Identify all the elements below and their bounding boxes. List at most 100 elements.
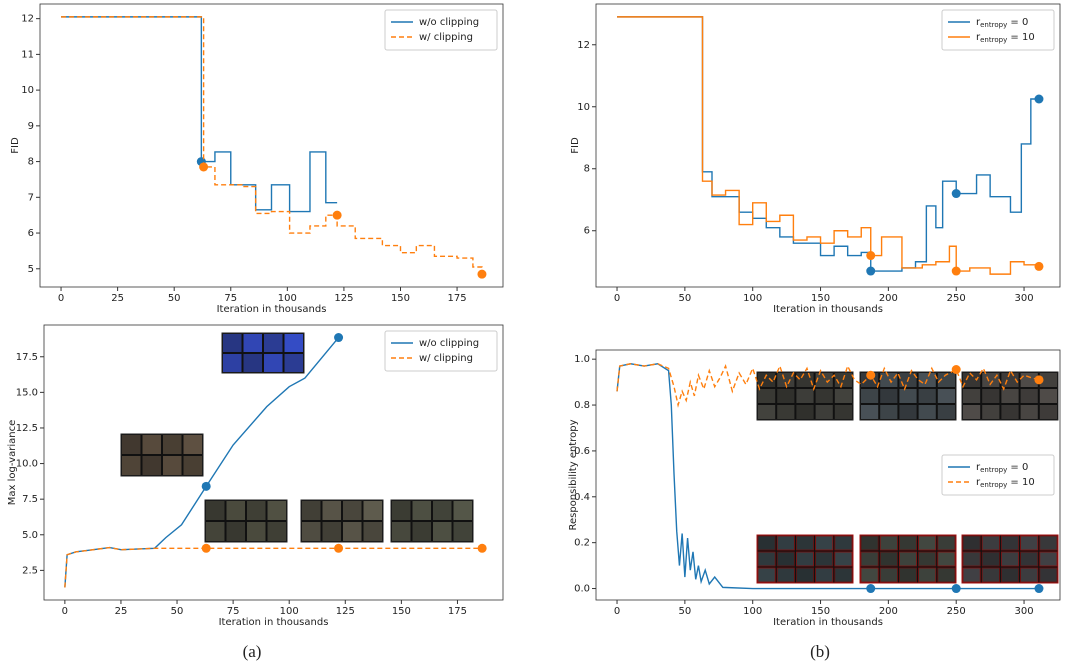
thumbnail <box>1020 535 1039 551</box>
thumbnail <box>962 567 981 583</box>
thumbnail <box>1001 405 1019 419</box>
thumbnail <box>1020 389 1038 403</box>
series-line <box>64 337 340 588</box>
thumbnail <box>918 405 936 419</box>
x-tick-label: 250 <box>947 293 966 304</box>
thumbnail <box>163 435 182 454</box>
thumbnail <box>363 522 382 541</box>
marker <box>951 364 961 374</box>
thumbnail <box>796 405 814 419</box>
thumbnail <box>343 501 362 520</box>
y-axis-label: FID <box>570 137 581 154</box>
thumbnail <box>834 567 853 583</box>
x-tick-label: 50 <box>678 606 691 617</box>
thumbnail <box>834 535 853 551</box>
thumbnail <box>343 522 362 541</box>
legend-label: rentropy = 0 <box>976 462 1028 474</box>
thumbnail <box>264 354 283 372</box>
thumbnail <box>899 535 918 551</box>
y-tick-label: 11 <box>21 49 34 60</box>
thumbnail-grid <box>756 534 854 584</box>
x-tick-label: 100 <box>280 606 299 617</box>
legend-box <box>941 454 1055 496</box>
legend-label: w/o clipping <box>419 17 479 28</box>
thumbnail <box>758 389 776 403</box>
thumbnail <box>267 501 286 520</box>
x-tick-label: 200 <box>879 606 898 617</box>
thumbnail <box>247 522 266 541</box>
thumbnail <box>1020 405 1038 419</box>
y-tick-label: 10.0 <box>16 459 38 470</box>
series-line <box>61 16 338 213</box>
legend-box <box>941 9 1055 51</box>
y-tick-label: 8 <box>28 157 34 168</box>
thumbnail <box>1039 389 1057 403</box>
thumbnail <box>302 522 321 541</box>
thumbnail <box>453 522 472 541</box>
thumbnail <box>1001 535 1020 551</box>
thumbnail <box>815 551 834 567</box>
x-tick-label: 0 <box>58 293 64 304</box>
thumbnail <box>284 354 303 372</box>
thumbnail <box>899 567 918 583</box>
x-axis-label: Iteration in thousands <box>773 617 883 628</box>
x-tick-label: 75 <box>224 293 237 304</box>
plot-area <box>39 3 504 288</box>
thumbnail <box>243 334 262 352</box>
thumbnail <box>142 456 161 475</box>
x-tick-label: 125 <box>334 293 353 304</box>
thumbnail <box>861 389 879 403</box>
y-tick-label: 5.0 <box>22 530 38 541</box>
y-tick-label: 5 <box>28 264 34 275</box>
thumbnail <box>796 551 815 567</box>
thumbnail <box>776 535 795 551</box>
thumbnail <box>392 522 411 541</box>
thumbnail <box>322 522 341 541</box>
thumbnail <box>982 373 1000 387</box>
y-axis-label: Max log-variance <box>7 420 18 506</box>
thumbnail <box>981 567 1000 583</box>
thumbnail <box>796 535 815 551</box>
thumbnail <box>918 389 936 403</box>
thumbnail <box>1039 551 1058 567</box>
x-axis-label: Iteration in thousands <box>773 304 883 315</box>
thumbnail <box>796 373 814 387</box>
x-tick-label: 150 <box>391 293 410 304</box>
marker <box>1034 261 1044 271</box>
y-tick-label: 15.0 <box>16 387 38 398</box>
marker <box>477 543 487 553</box>
thumbnail <box>880 389 898 403</box>
legend-box <box>384 9 498 51</box>
y-tick-label: 1.0 <box>574 354 590 365</box>
legend-label: w/o clipping <box>419 338 479 349</box>
y-tick-label: 12.5 <box>16 423 38 434</box>
thumbnail <box>962 535 981 551</box>
marker <box>1034 584 1044 594</box>
marker <box>951 266 961 276</box>
thumbnail <box>392 501 411 520</box>
marker <box>866 370 876 380</box>
thumbnail <box>226 501 245 520</box>
thumbnail <box>284 334 303 352</box>
y-tick-label: 6 <box>28 228 34 239</box>
series-line <box>616 363 1039 590</box>
x-tick-label: 250 <box>947 606 966 617</box>
thumbnail <box>433 522 452 541</box>
thumbnail <box>937 389 955 403</box>
y-tick-label: 0.2 <box>574 538 590 549</box>
legend-box <box>384 330 498 372</box>
thumbnail <box>363 501 382 520</box>
y-tick-label: 7.5 <box>22 494 38 505</box>
plot-area <box>595 3 1061 288</box>
thumbnail <box>918 567 937 583</box>
thumbnail <box>1039 373 1057 387</box>
thumbnail <box>183 435 202 454</box>
thumbnail <box>1020 567 1039 583</box>
y-tick-label: 0.4 <box>574 492 590 503</box>
thumbnail <box>1020 373 1038 387</box>
thumbnail <box>834 405 852 419</box>
y-tick-label: 10 <box>577 102 590 113</box>
thumbnail <box>453 501 472 520</box>
thumbnail <box>815 567 834 583</box>
x-tick-label: 300 <box>1014 606 1033 617</box>
